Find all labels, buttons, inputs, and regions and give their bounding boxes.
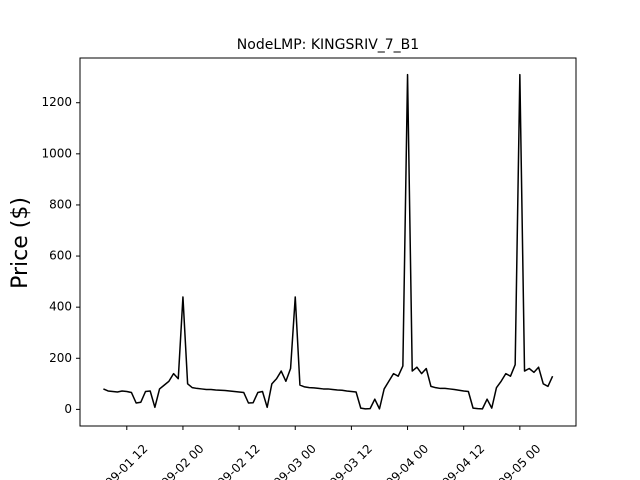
y-tick-label: 800 <box>49 197 72 211</box>
y-tick-label: 1200 <box>41 95 72 109</box>
price-line <box>103 73 554 410</box>
y-tick-label: 600 <box>49 249 72 263</box>
plot-frame <box>79 57 577 427</box>
y-tick-label: 400 <box>49 300 72 314</box>
y-tick-label: 1000 <box>41 146 72 160</box>
y-axis-label: Price ($) <box>8 197 33 289</box>
chart-title: NodeLMP: KINGSRIV_7_B1 <box>237 37 419 53</box>
y-tick-label: 0 <box>64 402 72 416</box>
y-tick-label: 200 <box>49 351 72 365</box>
